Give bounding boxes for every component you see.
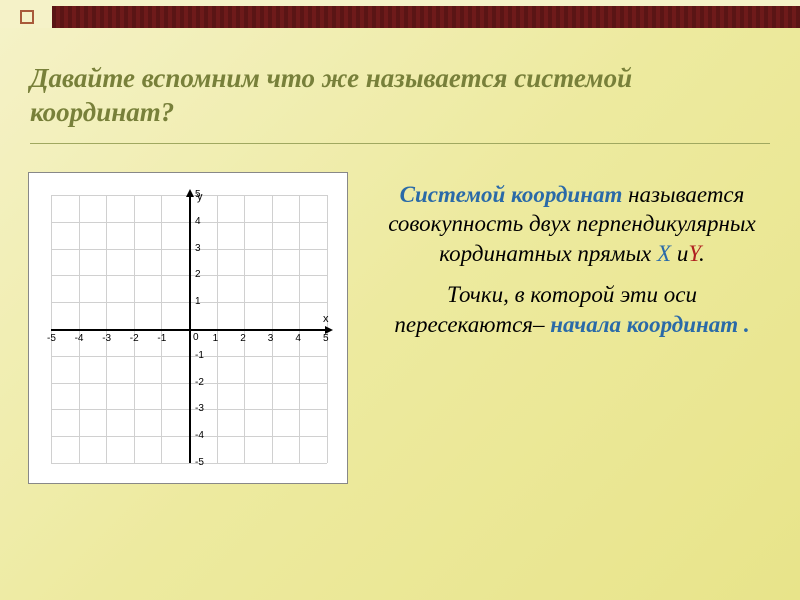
definition-text: Системой координат называется совокупнос… (380, 180, 764, 351)
slide-title: Давайте вспомним что же называется систе… (30, 62, 770, 130)
x-variable: X (657, 241, 671, 266)
coordinate-chart: yx0-5-4-3-2-112345-5-4-3-2-112345 (28, 172, 348, 484)
decor-top-bar (0, 0, 800, 28)
term-origin: начала координат . (550, 312, 749, 337)
decor-square (20, 10, 34, 24)
title-underline (30, 143, 770, 144)
term-system: Системой координат (400, 182, 623, 207)
y-variable: Y (688, 241, 699, 266)
